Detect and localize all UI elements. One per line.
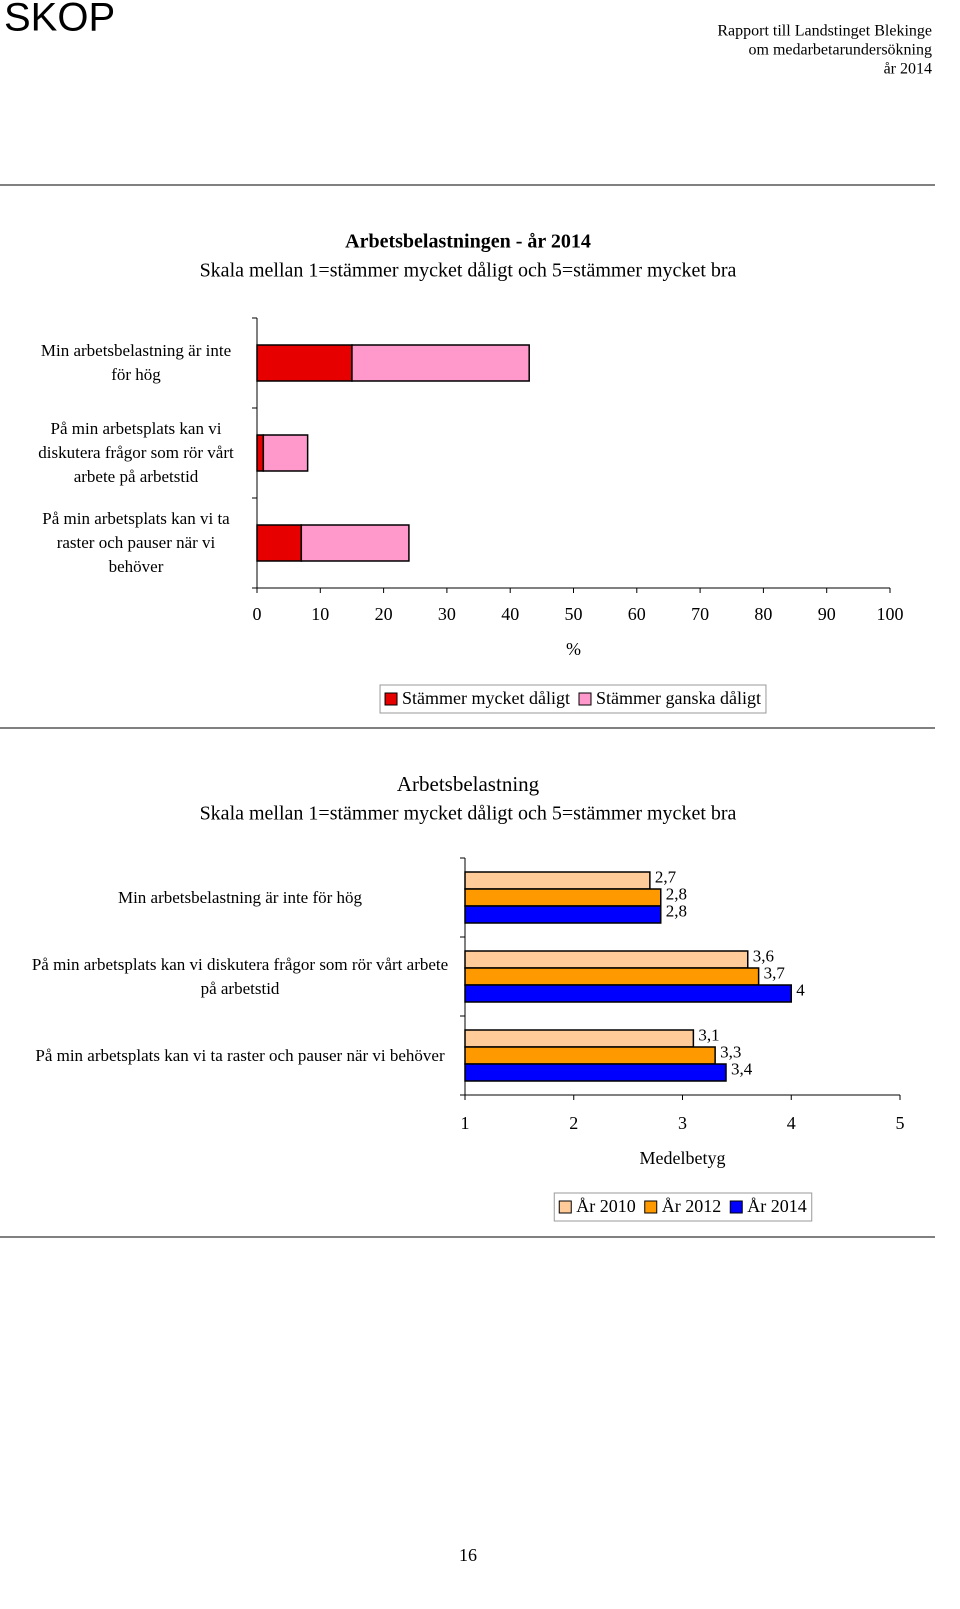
legend-label: Stämmer mycket dåligt [402, 688, 570, 708]
legend-swatch [644, 1200, 658, 1214]
x-tick-label: 100 [877, 604, 904, 624]
report-line: Rapport till Landstinget Blekinge [717, 23, 932, 40]
legend-label: År 2012 [662, 1196, 722, 1216]
chart-title: Arbetsbelastning [397, 772, 540, 796]
x-tick-label: 1 [461, 1113, 470, 1133]
value-label: 2,8 [666, 901, 687, 920]
category-label: På min arbetsplats kan vi diskutera fråg… [38, 419, 234, 486]
report-line: om medarbetarundersökning [749, 42, 933, 59]
x-tick-label: 40 [501, 604, 519, 624]
bar [464, 871, 651, 890]
legend-label: År 2010 [576, 1196, 636, 1216]
bar [464, 984, 792, 1003]
bar-segment [256, 524, 303, 562]
value-label: 2,7 [655, 867, 677, 886]
bar [464, 950, 749, 969]
x-tick-label: 2 [569, 1113, 578, 1133]
bar-segment [351, 344, 530, 382]
bar [464, 888, 662, 907]
legend-swatch [578, 692, 592, 706]
x-tick-label: 80 [754, 604, 772, 624]
x-axis-label: Medelbetyg [640, 1148, 726, 1168]
x-tick-label: 50 [565, 604, 583, 624]
bar [464, 905, 662, 924]
bar [464, 1063, 727, 1082]
x-tick-label: 4 [787, 1113, 796, 1133]
category-label: På min arbetsplats kan vi ta raster och … [42, 509, 230, 576]
x-tick-label: 60 [628, 604, 646, 624]
report-line: år 2014 [884, 61, 932, 78]
chart-subtitle: Skala mellan 1=stämmer mycket dåligt och… [200, 803, 737, 825]
chart-subtitle: Skala mellan 1=stämmer mycket dåligt och… [200, 260, 737, 282]
legend-swatch [729, 1200, 743, 1214]
logo: SKOP [4, 0, 115, 40]
x-tick-label: 20 [375, 604, 393, 624]
legend-swatch [558, 1200, 572, 1214]
value-label: 2,8 [666, 884, 687, 903]
bar [464, 1046, 716, 1065]
x-axis-label: % [566, 639, 581, 659]
x-tick-label: 90 [818, 604, 836, 624]
bar-segment [256, 434, 265, 472]
legend-box [379, 684, 767, 714]
bar-segment [262, 434, 309, 472]
bar-segment [256, 344, 353, 382]
x-tick-label: 10 [311, 604, 329, 624]
legend-swatch [384, 692, 398, 706]
category-label: Min arbetsbelastning är inte för hög [40, 341, 232, 384]
x-tick-label: 3 [678, 1113, 687, 1133]
x-tick-label: 5 [896, 1113, 905, 1133]
legend-label: Stämmer ganska dåligt [596, 688, 761, 708]
value-label: 3,4 [731, 1059, 753, 1078]
value-label: 3,6 [753, 946, 774, 965]
category-label: Min arbetsbelastning är inte för hög [117, 887, 363, 907]
category-label: På min arbetsplats kan vi diskutera fråg… [31, 954, 449, 998]
x-tick-label: 70 [691, 604, 709, 624]
chart-title: Arbetsbelastningen - år 2014 [345, 231, 591, 253]
bar-segment [300, 524, 410, 562]
bar [464, 1029, 695, 1048]
page-number: 16 [459, 1545, 477, 1565]
value-label: 3,1 [698, 1025, 719, 1044]
value-label: 4 [796, 980, 805, 999]
bar [464, 967, 760, 986]
legend-box [553, 1192, 813, 1222]
x-tick-label: 0 [253, 604, 262, 624]
x-tick-label: 30 [438, 604, 456, 624]
category-label: På min arbetsplats kan vi ta raster och … [35, 1045, 445, 1065]
value-label: 3,7 [764, 963, 786, 982]
value-label: 3,3 [720, 1042, 741, 1061]
legend-label: År 2014 [747, 1196, 807, 1216]
